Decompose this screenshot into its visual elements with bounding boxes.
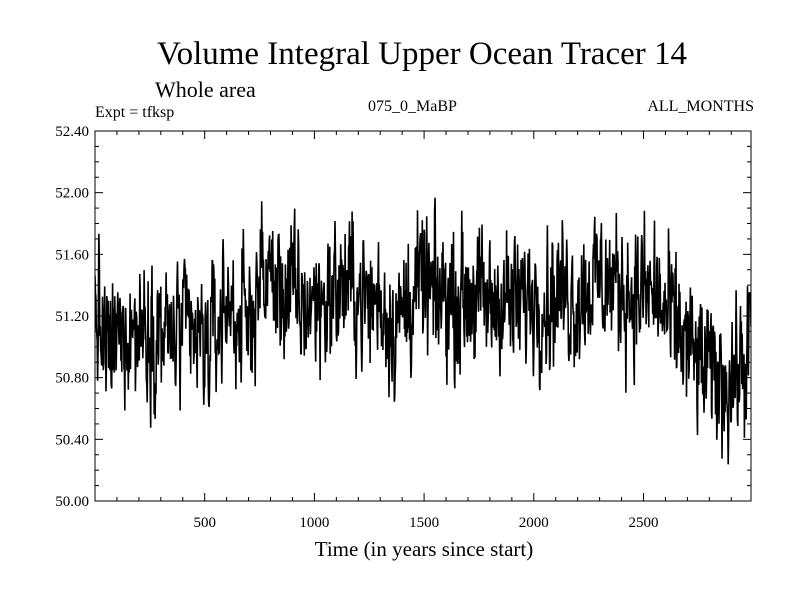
months-label: ALL_MONTHS (647, 98, 754, 115)
x-tick-label: 1500 (409, 515, 439, 531)
y-tick-label: 52.40 (55, 124, 89, 140)
x-axis: 500 1000 1500 2000 2500 (116, 131, 732, 531)
y-tick-label: 51.20 (55, 309, 89, 325)
x-axis-label: Time (in years since start) (315, 537, 534, 561)
y-tick-label: 50.40 (55, 432, 89, 448)
y-tick-label: 50.80 (55, 371, 89, 387)
y-tick-label: 52.00 (55, 186, 89, 202)
y-axis: 50.00 50.40 50.80 51.20 51.60 52.00 52.40 (55, 124, 751, 510)
period-label: 075_0_MaBP (368, 98, 457, 115)
x-tick-label: 2000 (519, 515, 549, 531)
series-line (95, 197, 751, 465)
chart-subtitle: Whole area (155, 77, 256, 102)
y-tick-label: 51.60 (55, 247, 89, 263)
chart-title: Volume Integral Upper Ocean Tracer 14 (157, 36, 687, 72)
x-tick-label: 500 (193, 515, 216, 531)
x-tick-label: 1000 (299, 515, 329, 531)
y-tick-label: 50.00 (55, 494, 89, 510)
experiment-label: Expt = tfksp (95, 104, 174, 121)
x-tick-label: 2500 (628, 515, 658, 531)
